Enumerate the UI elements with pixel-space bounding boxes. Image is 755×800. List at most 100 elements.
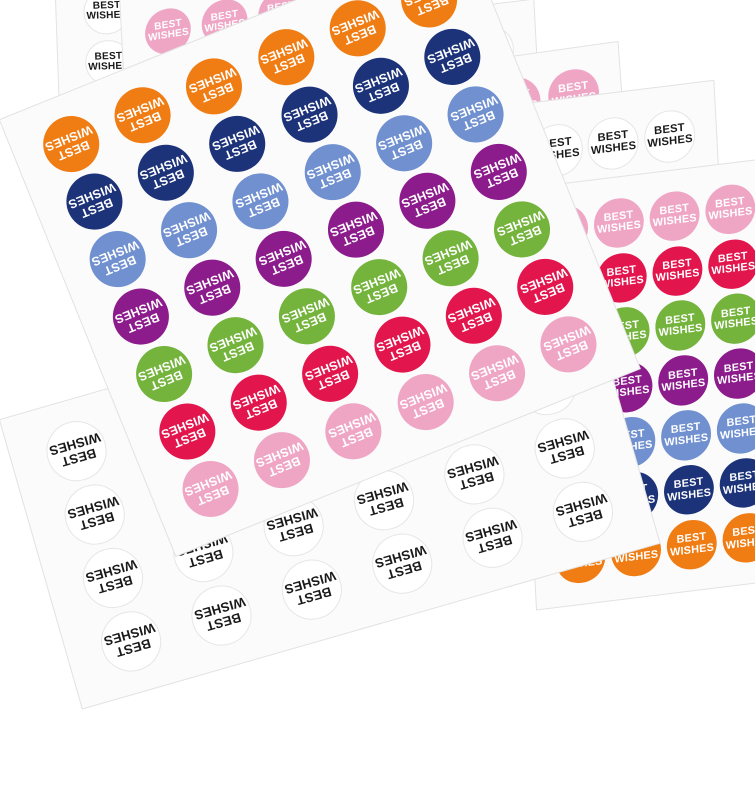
sticker-label: BEST WISHES [83, 557, 139, 597]
sticker-label: BEST WISHES [445, 294, 498, 335]
sticker-purple: BEST WISHES [319, 193, 392, 267]
sticker-label: BEST WISHES [373, 542, 428, 583]
sticker-label: BEST WISHES [711, 249, 755, 278]
sticker-white: BEST WISHES [455, 501, 530, 575]
sticker-label: BEST WISHES [281, 93, 333, 134]
sticker-label: BEST WISHES [716, 359, 755, 388]
sticker-pink: BEST WISHES [532, 307, 606, 381]
sticker-label: BEST WISHES [89, 237, 141, 279]
sticker-label: BEST WISHES [230, 381, 283, 422]
sticker-orange: BEST WISHES [321, 0, 395, 65]
sticker-label: BEST WISHES [374, 323, 426, 364]
sticker-white: BEST WISHES [94, 604, 168, 679]
sticker-label: BEST WISHES [494, 207, 546, 249]
sticker-label: BEST WISHES [714, 304, 755, 333]
sticker-pink: BEST WISHES [173, 452, 247, 526]
sticker-label: BEST WISHES [661, 366, 706, 395]
sticker-label: BEST WISHES [397, 380, 449, 422]
sticker-label: BEST WISHES [463, 517, 519, 557]
sticker-pink: BEST WISHES [389, 365, 462, 439]
sticker-label: BEST WISHES [669, 530, 715, 559]
sticker-orange: BEST WISHES [665, 517, 718, 573]
sticker-label: BEST WISHES [517, 265, 569, 306]
sticker-green: BEST WISHES [654, 297, 707, 354]
sticker-label: BEST WISHES [112, 295, 164, 336]
sticker-label: BEST WISHES [353, 64, 405, 105]
sticker-navy: BEST WISHES [344, 49, 418, 123]
sticker-label: BEST WISHES [209, 122, 261, 163]
sticker-label: BEST WISHES [652, 201, 698, 230]
sticker-navy: BEST WISHES [416, 20, 489, 94]
sticker-white: BEST WISHES [365, 526, 439, 601]
sticker-navy: BEST WISHES [201, 107, 274, 181]
sticker-label: BEST WISHES [184, 266, 236, 307]
sticker-blue: BEST WISHES [367, 106, 441, 180]
sticker-white: BEST WISHES [57, 477, 132, 552]
sticker-pink: BEST WISHES [648, 188, 701, 244]
sticker-label: BEST WISHES [535, 427, 591, 468]
sticker-pink: BEST WISHES [593, 195, 645, 251]
sticker-label: BEST WISHES [147, 17, 190, 45]
sticker-label: BEST WISHES [304, 150, 356, 192]
sticker-orange: BEST WISHES [106, 78, 179, 152]
sticker-purple: BEST WISHES [713, 345, 755, 402]
sticker-label: BEST WISHES [422, 236, 474, 278]
sticker-blue: BEST WISHES [296, 135, 369, 209]
sticker-orange: BEST WISHES [249, 20, 323, 94]
sticker-label: BEST WISHES [282, 568, 338, 609]
sticker-label: BEST WISHES [469, 351, 521, 393]
sticker-red: BEST WISHES [150, 395, 224, 468]
sticker-blue: BEST WISHES [660, 407, 712, 463]
sticker-white: BEST WISHES [437, 437, 512, 512]
sticker-purple: BEST WISHES [462, 135, 536, 209]
sticker-label: BEST WISHES [258, 35, 310, 77]
sticker-green: BEST WISHES [127, 337, 201, 411]
sticker-white: BEST WISHES [546, 475, 620, 549]
sticker-green: BEST WISHES [414, 221, 487, 295]
sticker-label: BEST WISHES [376, 121, 428, 163]
sticker-purple: BEST WISHES [247, 222, 321, 296]
sticker-white: BEST WISHES [275, 552, 349, 627]
sticker-label: BEST WISHES [540, 322, 593, 364]
sticker-label: BEST WISHES [553, 491, 609, 531]
sticker-label: BEST WISHES [47, 430, 103, 471]
sticker-label: BEST WISHES [719, 414, 755, 442]
sticker-label: BEST WISHES [399, 179, 451, 220]
sticker-red: BEST WISHES [294, 337, 367, 411]
sticker-navy: BEST WISHES [272, 78, 346, 152]
sticker-label: BEST WISHES [402, 0, 453, 19]
sticker-white: BEST WISHES [586, 114, 641, 173]
sticker-blue: BEST WISHES [439, 78, 513, 151]
sticker-label: BEST WISHES [232, 179, 285, 221]
sticker-label: BEST WISHES [161, 208, 213, 250]
sticker-label: BEST WISHES [722, 468, 755, 497]
sticker-label: BEST WISHES [325, 409, 377, 451]
sticker-label: BEST WISHES [327, 208, 380, 249]
sticker-white: BEST WISHES [643, 107, 697, 166]
sticker-label: BEST WISHES [114, 93, 166, 135]
sticker-red: BEST WISHES [509, 250, 582, 324]
sticker-orange: BEST WISHES [34, 107, 108, 181]
sticker-label: BEST WISHES [447, 92, 500, 134]
sticker-label: BEST WISHES [254, 438, 306, 480]
sticker-pink: BEST WISHES [245, 423, 319, 497]
sticker-label: BEST WISHES [186, 64, 238, 106]
sticker-green: BEST WISHES [485, 192, 559, 266]
sticker-blue: BEST WISHES [715, 400, 755, 456]
sticker-label: BEST WISHES [65, 493, 121, 534]
sticker-label: BEST WISHES [207, 323, 259, 365]
sticker-green: BEST WISHES [342, 250, 416, 324]
sticker-red: BEST WISHES [365, 308, 439, 382]
sticker-red: BEST WISHES [707, 236, 755, 292]
sticker-label: BEST WISHES [708, 195, 753, 223]
sticker-blue: BEST WISHES [224, 164, 298, 238]
sticker-red: BEST WISHES [651, 243, 704, 299]
sticker-green: BEST WISHES [710, 291, 755, 347]
sticker-purple: BEST WISHES [391, 164, 464, 238]
sticker-blue: BEST WISHES [152, 193, 226, 267]
sticker-label: BEST WISHES [182, 467, 234, 509]
sticker-navy: BEST WISHES [663, 462, 715, 518]
sticker-pink: BEST WISHES [704, 181, 755, 237]
sticker-pink: BEST WISHES [317, 394, 390, 468]
